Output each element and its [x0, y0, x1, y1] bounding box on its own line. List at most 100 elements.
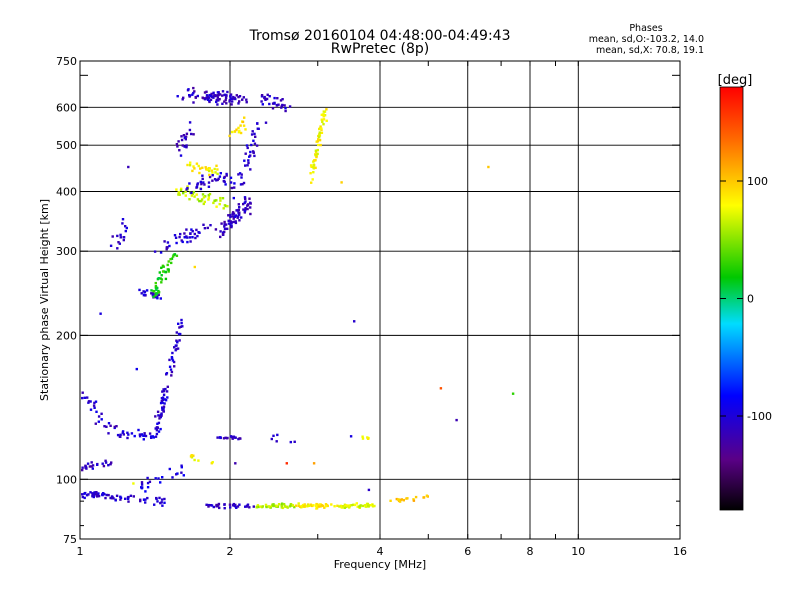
data-point — [279, 99, 283, 102]
data-point — [164, 270, 168, 274]
data-point — [221, 197, 225, 200]
data-point — [242, 124, 246, 127]
data-point — [202, 223, 205, 226]
data-point — [282, 503, 285, 506]
data-point — [361, 504, 365, 508]
data-point — [215, 505, 219, 508]
data-point — [207, 96, 211, 99]
data-point — [255, 506, 259, 509]
data-point — [207, 185, 211, 188]
data-point — [315, 155, 318, 159]
data-point — [153, 250, 157, 253]
data-point — [301, 503, 305, 507]
data-point — [201, 166, 204, 169]
data-point — [225, 102, 228, 105]
data-point — [206, 95, 209, 98]
data-point — [81, 391, 84, 394]
data-point — [314, 166, 317, 169]
data-point — [107, 493, 110, 497]
data-point — [160, 501, 163, 504]
data-point — [240, 216, 243, 219]
data-point — [249, 206, 252, 209]
data-point — [208, 99, 211, 102]
data-point — [157, 477, 160, 480]
data-point — [105, 493, 108, 497]
data-point — [202, 202, 205, 206]
data-point — [364, 504, 367, 507]
data-point — [189, 455, 193, 458]
data-point — [160, 498, 164, 501]
data-point — [245, 98, 248, 101]
data-point — [175, 143, 179, 146]
data-point — [171, 359, 175, 362]
data-point — [200, 182, 203, 186]
data-point — [273, 96, 276, 100]
data-point — [166, 396, 169, 399]
data-point — [349, 435, 353, 438]
data-point — [94, 493, 98, 496]
data-point — [193, 195, 196, 198]
data-point — [225, 94, 228, 97]
data-point — [244, 505, 247, 508]
data-point — [167, 270, 170, 273]
data-point — [364, 505, 367, 508]
data-point — [152, 290, 155, 293]
data-point — [229, 220, 232, 223]
data-point — [206, 168, 209, 171]
data-point — [194, 236, 197, 240]
data-point — [188, 164, 192, 167]
data-point — [260, 100, 263, 103]
data-point — [237, 95, 240, 99]
data-point — [195, 162, 199, 165]
data-point — [154, 435, 158, 438]
data-point — [191, 169, 194, 173]
x-axis-label: Frequency [MHz] — [334, 558, 426, 571]
data-point — [191, 192, 195, 195]
data-point — [163, 402, 166, 405]
data-point — [202, 196, 206, 199]
data-point — [244, 152, 247, 155]
data-point — [163, 398, 166, 401]
data-point — [97, 420, 100, 423]
data-point — [175, 241, 178, 245]
data-point — [193, 167, 196, 170]
data-point — [248, 155, 251, 158]
data-point — [229, 506, 232, 509]
data-point — [183, 136, 186, 139]
data-point — [261, 103, 264, 106]
data-point — [247, 161, 250, 165]
data-point — [309, 503, 313, 506]
data-point — [85, 494, 89, 497]
data-point — [200, 199, 203, 203]
data-point — [178, 235, 181, 239]
data-point — [124, 229, 127, 233]
data-point — [291, 504, 294, 507]
data-point — [248, 197, 251, 200]
data-point — [350, 504, 353, 507]
data-point — [100, 412, 103, 415]
data-point — [389, 499, 392, 502]
data-point — [188, 121, 192, 124]
data-point — [405, 497, 408, 500]
data-point — [238, 211, 241, 214]
data-point — [122, 236, 126, 239]
data-point — [185, 235, 188, 238]
data-point — [170, 370, 174, 374]
data-point — [184, 194, 187, 197]
data-point — [252, 139, 255, 142]
data-point — [178, 332, 181, 336]
data-point — [178, 193, 181, 196]
colorbar-label: [deg] — [718, 73, 753, 88]
data-point — [299, 505, 302, 508]
data-point — [81, 495, 84, 499]
data-point — [182, 474, 185, 477]
data-point — [210, 504, 214, 507]
data-point — [245, 144, 249, 147]
data-point — [322, 113, 325, 116]
data-point — [117, 241, 120, 244]
data-point — [158, 496, 161, 500]
data-point — [241, 120, 245, 124]
data-point — [312, 163, 315, 166]
data-point — [88, 465, 92, 468]
data-point — [192, 190, 196, 194]
